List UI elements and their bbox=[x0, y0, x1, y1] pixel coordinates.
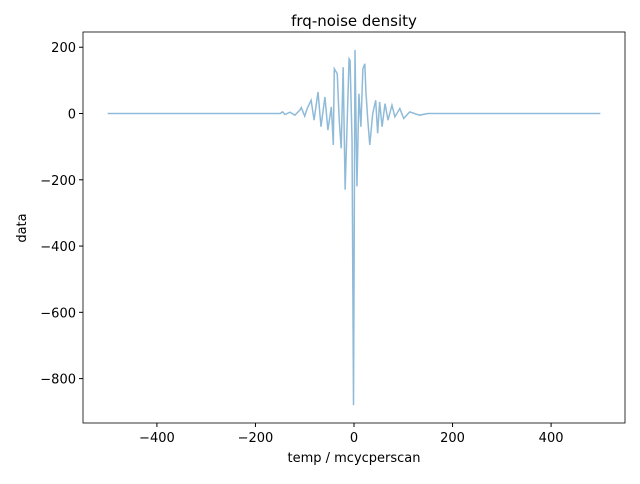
y-tick-label: −400 bbox=[40, 240, 76, 255]
y-tick-label: −600 bbox=[40, 306, 76, 321]
x-tick-label: 200 bbox=[440, 431, 465, 446]
plot-frame bbox=[82, 31, 626, 424]
y-axis-label: data bbox=[15, 213, 30, 242]
x-axis-label: temp / mcycperscan bbox=[287, 451, 420, 466]
y-tick-label: 200 bbox=[51, 41, 76, 56]
y-tick-label: −200 bbox=[40, 174, 76, 189]
data-line bbox=[107, 49, 601, 406]
y-tick-label: −800 bbox=[40, 373, 76, 388]
x-tick-label: 0 bbox=[350, 431, 358, 446]
x-tick-label: −200 bbox=[238, 431, 274, 446]
y-tick-label: 0 bbox=[68, 108, 76, 123]
x-tick-label: 400 bbox=[539, 431, 564, 446]
chart-title: frq-noise density bbox=[291, 12, 417, 30]
x-tick-label: −400 bbox=[139, 431, 175, 446]
